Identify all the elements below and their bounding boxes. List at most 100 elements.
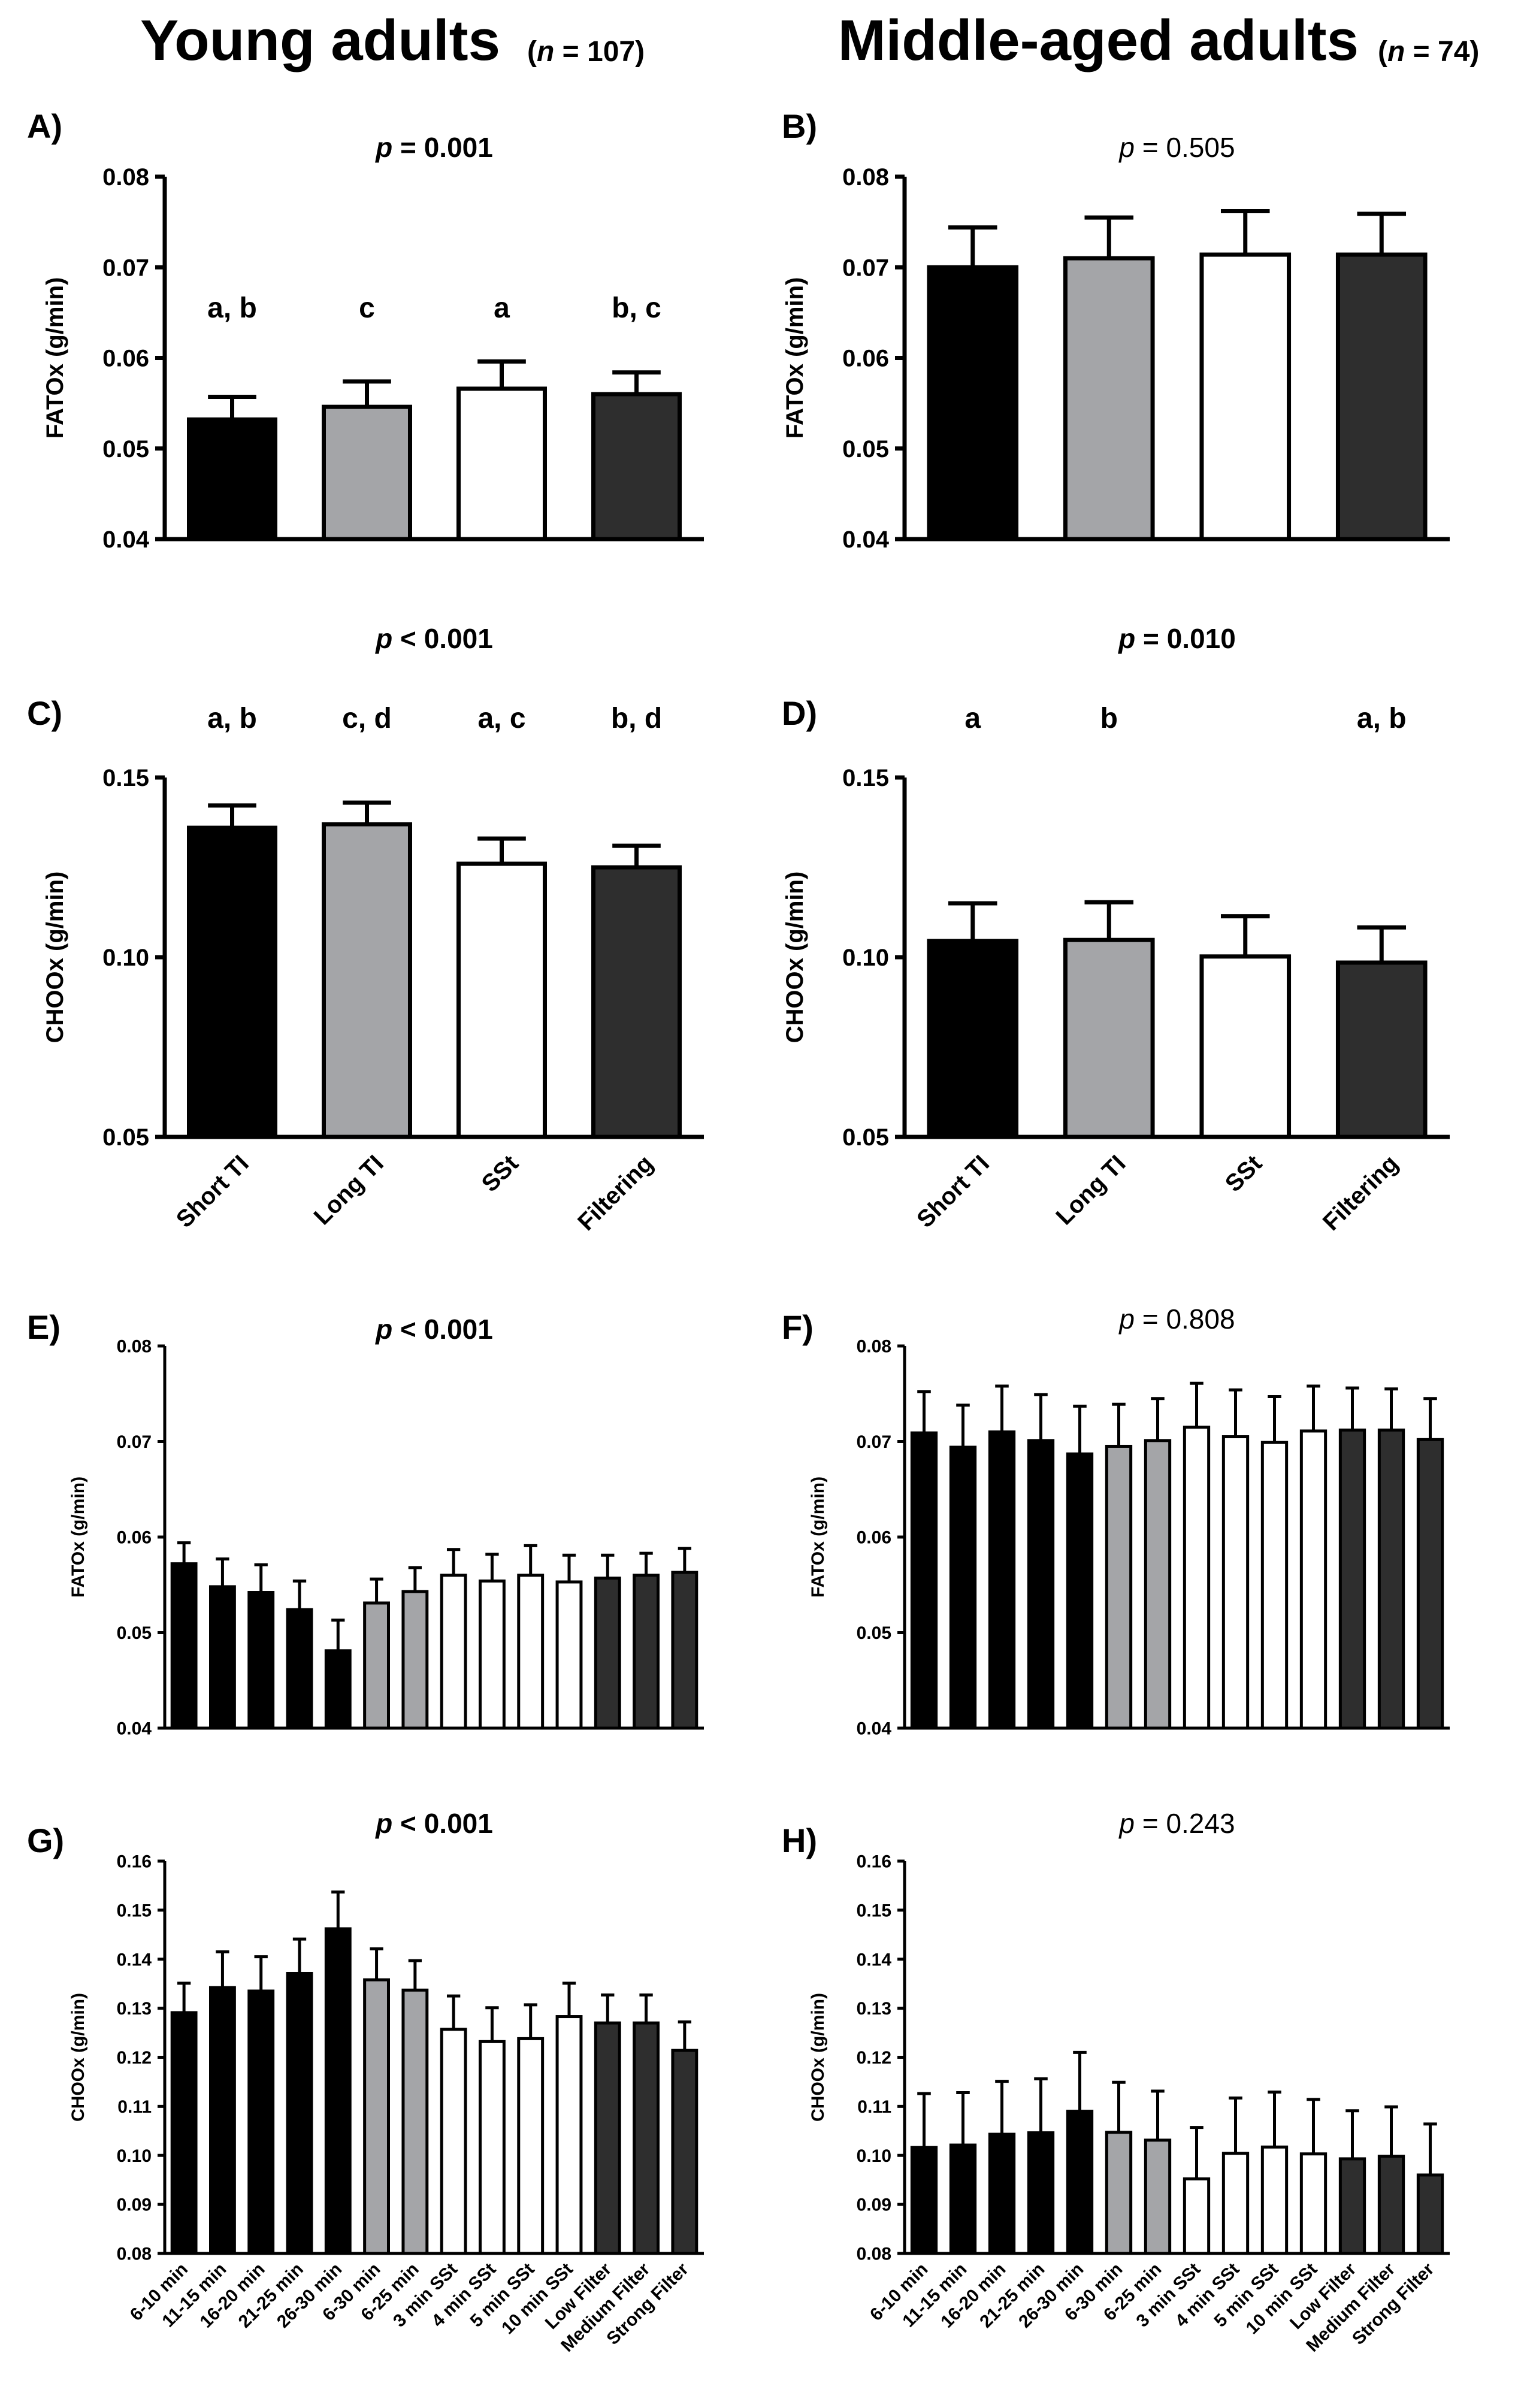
p-symbol: p <box>374 1808 392 1839</box>
p-value-text: = 0.808 <box>1135 1303 1235 1335</box>
panel-label: H) <box>782 1822 817 1859</box>
panel-h: H) p = 0.243 0.08 0.09 0.10 0.11 0.12 0.13 0.14 0… <box>782 1808 1450 2356</box>
bar <box>1063 937 1155 1139</box>
bar <box>1183 2177 1211 2255</box>
bar <box>479 1579 506 1730</box>
p-value: p < 0.001 <box>374 1808 493 1839</box>
bar <box>988 1430 1016 1730</box>
bar <box>1299 2152 1328 2255</box>
y-tick-label: 0.08 <box>857 2244 891 2264</box>
x-tick-label: Short TI <box>912 1150 994 1233</box>
bar <box>594 1577 621 1730</box>
y-tick-label: 0.08 <box>102 164 149 190</box>
y-axis-label: FATOx (g/min) <box>808 1477 828 1598</box>
y-tick-label: 0.05 <box>102 436 149 462</box>
bar <box>1221 2152 1250 2255</box>
y-tick-label: 0.15 <box>117 1901 152 1920</box>
bar <box>170 2011 198 2255</box>
bar <box>363 1601 391 1730</box>
bar <box>209 1585 236 1730</box>
y-axis-label: FATOx (g/min) <box>42 277 68 439</box>
bar <box>1335 252 1428 542</box>
x-tick-label: Filtering <box>573 1150 658 1236</box>
bar <box>1066 2110 1094 2255</box>
bar <box>591 865 682 1139</box>
significance-letter: a <box>494 292 510 324</box>
y-tick-label: 0.08 <box>117 2244 152 2264</box>
bar <box>555 1580 583 1730</box>
y-tick-label: 0.04 <box>842 527 890 553</box>
bar <box>324 1649 352 1730</box>
bar <box>1105 1444 1133 1730</box>
p-symbol: p <box>1118 1808 1135 1839</box>
bar <box>1416 1438 1444 1730</box>
p-value-text: = 0.243 <box>1135 1808 1235 1839</box>
bar <box>1144 1439 1172 1730</box>
bar <box>1066 1452 1094 1730</box>
y-tick-label: 0.04 <box>102 527 150 553</box>
header-young-adults: Young adults <box>140 8 500 72</box>
bar <box>1183 1426 1211 1730</box>
bar <box>633 2021 660 2255</box>
bar <box>1199 954 1292 1139</box>
y-axis-label: FATOx (g/min) <box>782 277 808 439</box>
bar <box>517 2037 545 2255</box>
y-tick-label: 0.04 <box>857 1719 892 1739</box>
y-tick-label: 0.14 <box>857 1950 892 1970</box>
y-tick-label: 0.13 <box>117 1999 152 2019</box>
y-tick-label: 0.06 <box>842 346 889 372</box>
bar <box>633 1574 660 1730</box>
x-tick-label: Long TI <box>309 1150 389 1230</box>
panel-label: C) <box>27 694 62 732</box>
bar <box>170 1562 198 1730</box>
y-tick-label: 0.09 <box>117 2195 152 2215</box>
y-tick-label: 0.06 <box>117 1528 152 1548</box>
bar <box>910 2146 938 2255</box>
significance-letter: a, b <box>207 703 257 734</box>
bar <box>456 861 547 1139</box>
y-tick-label: 0.10 <box>857 2146 891 2166</box>
y-tick-label: 0.07 <box>102 255 149 281</box>
p-value: p = 0.243 <box>1118 1808 1235 1839</box>
y-tick-label: 0.15 <box>857 1901 891 1920</box>
bar <box>1260 1441 1289 1730</box>
bar <box>1299 1429 1328 1730</box>
bar <box>286 1608 313 1730</box>
significance-letter: b, c <box>612 292 661 324</box>
p-value: p = 0.001 <box>374 132 493 163</box>
y-tick-label: 0.07 <box>842 255 889 281</box>
bar <box>910 1431 938 1730</box>
bar <box>927 265 1019 542</box>
bar <box>1416 2173 1444 2255</box>
significance-letter: a, c <box>477 703 525 734</box>
y-tick-label: 0.06 <box>857 1528 891 1548</box>
x-tick-label: SSt <box>1220 1150 1267 1197</box>
bar <box>1377 1428 1405 1730</box>
p-value-text: < 0.001 <box>392 1808 493 1839</box>
header-middle-aged-adults-n: (n = 74) <box>1378 36 1479 68</box>
y-axis-label: CHOOx (g/min) <box>782 872 808 1043</box>
p-symbol: p <box>1118 1303 1135 1335</box>
y-tick-label: 0.06 <box>102 346 149 372</box>
bar <box>671 2049 698 2255</box>
panel-label: G) <box>27 1822 64 1859</box>
panel-b: B) p = 0.505 0.04 0.05 0.06 0.07 0.08 FATOx (g/… <box>782 107 1450 553</box>
x-tick-label: Short TI <box>171 1150 254 1233</box>
header-young-adults-n: (n = 107) <box>527 36 645 68</box>
y-tick-label: 0.08 <box>842 164 889 190</box>
panel-label: A) <box>27 107 62 145</box>
y-tick-label: 0.07 <box>117 1432 152 1452</box>
y-tick-label: 0.08 <box>117 1337 152 1357</box>
p-symbol: p <box>1118 132 1135 163</box>
y-tick-label: 0.04 <box>117 1719 152 1739</box>
y-tick-label: 0.07 <box>857 1432 891 1452</box>
p-value: p = 0.010 <box>1117 623 1236 654</box>
panel-label: F) <box>782 1308 814 1346</box>
panel-g: G) p < 0.001 0.08 0.09 0.10 0.11 0.12 0.13 0.14 0… <box>27 1808 704 2356</box>
y-tick-label: 0.05 <box>102 1124 149 1151</box>
bar <box>247 1989 275 2255</box>
bar <box>187 417 277 542</box>
significance-letter: b <box>1100 703 1118 734</box>
bar <box>591 392 682 542</box>
y-tick-label: 0.13 <box>857 1999 891 2019</box>
